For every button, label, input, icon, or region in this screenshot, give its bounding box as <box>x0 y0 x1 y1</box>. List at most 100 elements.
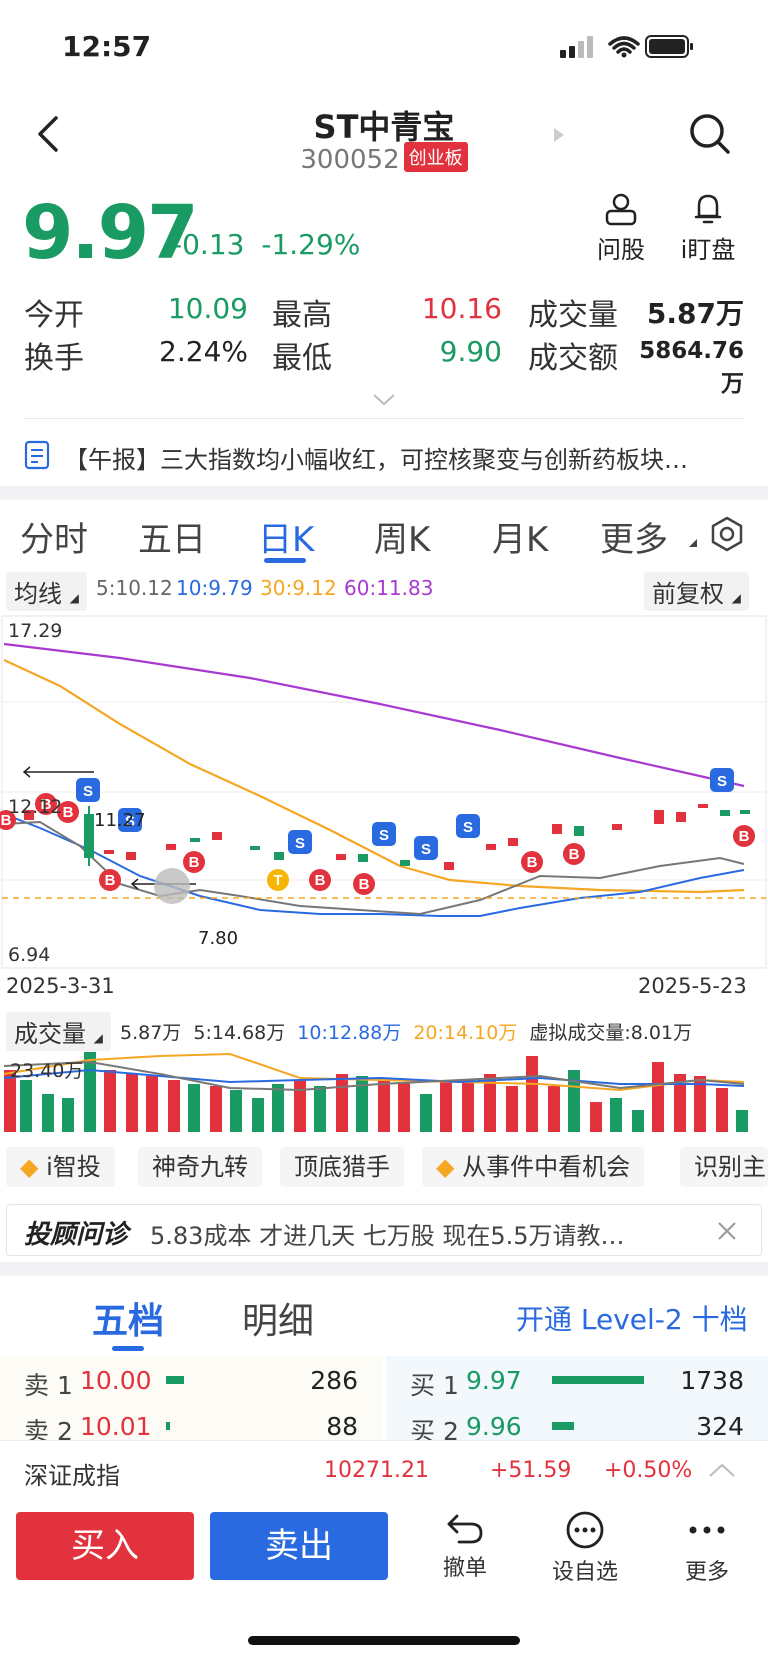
buy1-volume: 1738 <box>680 1366 744 1395</box>
annotation-high: 11.27 <box>94 810 146 831</box>
sell1-price: 10.00 <box>80 1366 152 1395</box>
advisor-brand: 投顾问诊 <box>24 1220 129 1250</box>
buy-button[interactable]: 买入 <box>16 1512 194 1580</box>
svg-text:S: S <box>463 819 473 836</box>
stock-code: 300052 <box>300 145 400 175</box>
volume-ma5: 5:14.68万 <box>193 1022 286 1044</box>
ma-selector[interactable]: 均线 ◢ <box>6 572 87 611</box>
level2-link[interactable]: 开通 Level-2 十档 <box>516 1303 748 1336</box>
tab-more[interactable]: 更多 <box>600 520 668 560</box>
watch-button[interactable]: i盯盘 <box>672 192 744 265</box>
adjust-selector[interactable]: 前复权 ◢ <box>644 572 749 611</box>
tab-daily-k[interactable]: 日K <box>258 520 315 560</box>
volume-selector[interactable]: 成交量 ◢ <box>6 1012 111 1051</box>
stat-open-value: 10.09 <box>167 292 248 325</box>
status-icons <box>560 35 693 58</box>
active-tab-indicator <box>264 558 306 563</box>
trade-markers: B B B S S B B S T B B S S S B B S B <box>0 768 755 895</box>
tool-chip-label: 从事件中看机会 <box>462 1153 631 1181</box>
price-change: -0.13 -1.29% <box>172 228 360 261</box>
tab-five-levels[interactable]: 五档 <box>92 1301 165 1342</box>
tool-chip-dingdi[interactable]: 顶底猎手 <box>280 1147 404 1187</box>
ma5-value: 5:10.12 <box>96 576 173 600</box>
sell-button[interactable]: 卖出 <box>210 1512 388 1580</box>
tab-detail[interactable]: 明细 <box>242 1301 315 1342</box>
section-separator <box>0 486 768 500</box>
ma-selector-label: 均线 <box>14 580 62 608</box>
settings-icon[interactable] <box>708 515 746 553</box>
sell1-bar <box>166 1376 184 1384</box>
tool-chip-events[interactable]: ◆ 从事件中看机会 <box>422 1147 645 1187</box>
svg-text:B: B <box>359 876 370 893</box>
add-watchlist-label: 设自选 <box>551 1560 618 1585</box>
index-bar[interactable] <box>0 1440 768 1500</box>
svg-text:B: B <box>527 854 538 871</box>
buy1-price: 9.97 <box>466 1366 522 1395</box>
candlestick-chart[interactable]: B B B S S B B S T B B S S S B B S B <box>0 614 768 970</box>
svg-text:B: B <box>569 846 580 863</box>
volume-chart[interactable] <box>0 1050 768 1136</box>
stat-volume-label: 成交量 <box>528 298 618 333</box>
news-headline[interactable]: 【午报】三大指数均小幅收红，可控核聚变与创新药板块… <box>64 446 688 474</box>
buy2-price: 9.96 <box>466 1412 522 1441</box>
more-button[interactable]: 更多 <box>662 1510 752 1586</box>
tool-chip-label: 顶底猎手 <box>294 1153 390 1181</box>
volume-selector-label: 成交量 <box>14 1020 86 1048</box>
bell-icon <box>694 194 722 224</box>
index-name: 深证成指 <box>24 1462 120 1490</box>
tool-chip-identify[interactable]: 识别主 <box>680 1147 768 1187</box>
back-icon[interactable] <box>34 114 62 154</box>
sell2-bar <box>166 1422 170 1430</box>
volume-ma20: 20:14.10万 <box>413 1022 518 1044</box>
add-watchlist-button[interactable]: 设自选 <box>540 1510 630 1586</box>
tab-weekly-k[interactable]: 周K <box>374 520 431 560</box>
person-icon <box>605 193 637 226</box>
sell1-volume: 286 <box>310 1366 358 1395</box>
ma60-value: 60:11.83 <box>344 576 434 600</box>
tab-monthly-k[interactable]: 月K <box>492 520 549 560</box>
tool-chip-label: 识别主 <box>694 1153 766 1181</box>
buy1-label: 买 1 <box>410 1371 459 1400</box>
home-indicator <box>248 1636 520 1645</box>
change-pct: -1.29% <box>261 228 361 261</box>
dots-circle-icon <box>566 1511 604 1549</box>
current-price: 9.97 <box>22 190 199 276</box>
advisor-card[interactable] <box>6 1204 762 1256</box>
cancel-order-button[interactable]: 撤单 <box>420 1510 510 1582</box>
svg-text:B: B <box>41 796 52 813</box>
orderbook-tab-indicator <box>112 1346 144 1351</box>
tab-timeshare[interactable]: 分时 <box>20 520 88 560</box>
adjust-label: 前复权 <box>652 580 724 608</box>
tool-chip-jiuzhuan[interactable]: 神奇九转 <box>138 1147 262 1187</box>
chevron-down-icon[interactable] <box>372 393 396 407</box>
ask-stock-label: 问股 <box>597 236 645 264</box>
svg-text:B: B <box>105 872 116 889</box>
tab-five-day[interactable]: 五日 <box>138 520 206 560</box>
svg-text:S: S <box>295 835 305 852</box>
svg-text:S: S <box>421 841 431 858</box>
svg-text:B: B <box>739 828 750 845</box>
undo-icon <box>447 1514 483 1544</box>
tool-chip-zhitou[interactable]: ◆ i智投 <box>6 1147 115 1187</box>
sell1-label: 卖 1 <box>24 1371 73 1400</box>
sell2-price: 10.01 <box>80 1412 152 1441</box>
chart-play-icon[interactable] <box>154 868 190 904</box>
volume-virtual: 虚拟成交量:8.01万 <box>529 1022 693 1044</box>
more-triangle-icon <box>689 539 697 547</box>
chevron-up-icon[interactable] <box>708 1462 736 1478</box>
index-value: 10271.21 <box>324 1458 429 1483</box>
svg-text:S: S <box>125 813 135 830</box>
close-icon[interactable] <box>716 1220 738 1242</box>
stat-amount-label: 成交额 <box>528 341 618 376</box>
ask-stock-button[interactable]: 问股 <box>588 192 654 265</box>
more-icon <box>689 1526 725 1534</box>
svg-text:B: B <box>63 804 74 821</box>
search-icon[interactable] <box>688 112 732 156</box>
sell2-volume: 88 <box>326 1412 358 1441</box>
buy2-bar <box>552 1422 574 1430</box>
volume-stats: 5.87万 5:14.68万 10:12.88万 20:14.10万 虚拟成交量… <box>120 1018 692 1045</box>
status-time: 12:57 <box>62 30 152 63</box>
ma10-value: 10:9.79 <box>176 576 253 600</box>
candles <box>24 804 750 870</box>
next-stock-icon[interactable] <box>552 126 566 144</box>
